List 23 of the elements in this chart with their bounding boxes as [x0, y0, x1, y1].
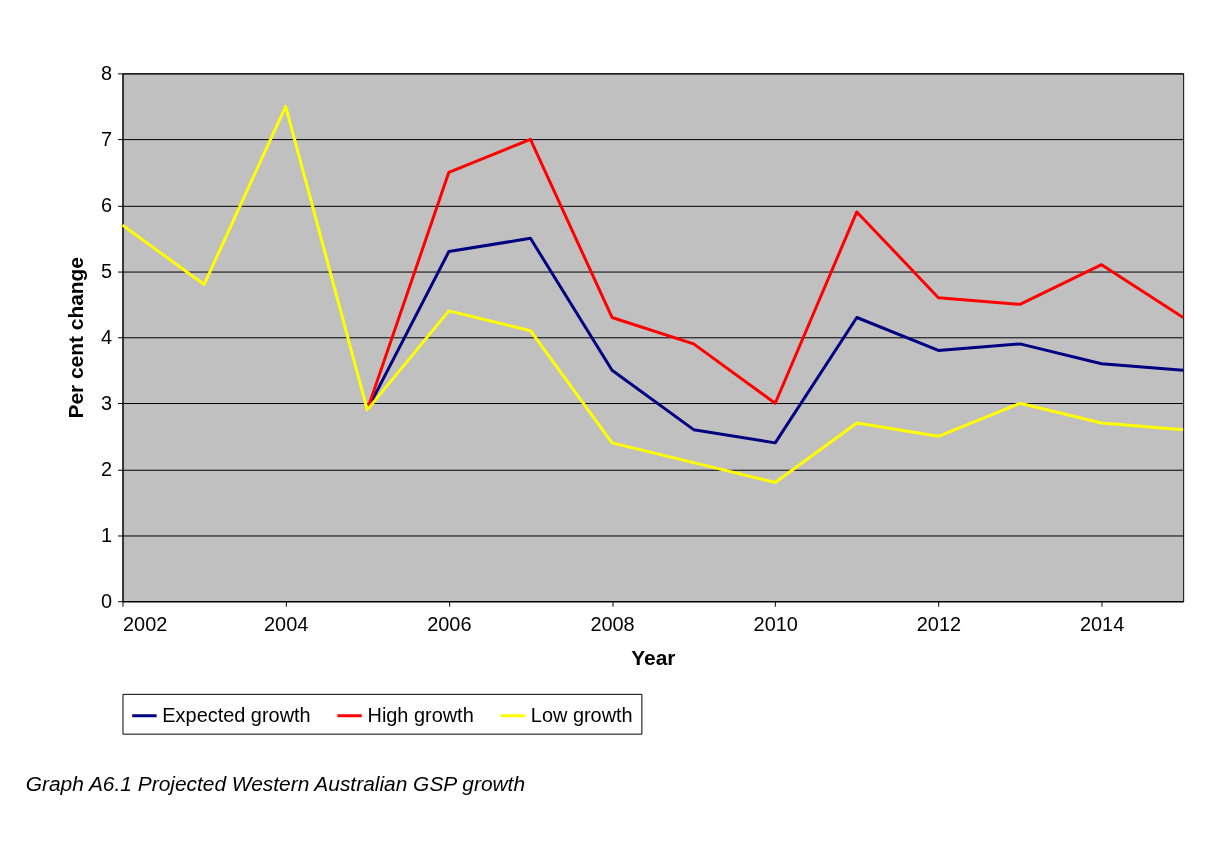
y-tick-label: 3 [100, 391, 113, 414]
y-tick-label: 2 [100, 457, 113, 480]
legend-label: High growth [367, 703, 474, 726]
y-tick-label: 1 [100, 523, 113, 546]
line-series [121, 104, 1185, 484]
y-tick-label: 6 [100, 193, 113, 216]
x-tick-label: 2004 [264, 612, 309, 635]
x-axis-title: Year [631, 646, 676, 670]
x-tick-label: 2006 [427, 612, 472, 635]
y-tick-label: 0 [100, 589, 113, 612]
text: Graph A6.1 Projected Western Australian GSP growth [25, 771, 526, 795]
y-tick-label: 5 [100, 259, 113, 282]
y-tick-label: 4 [100, 325, 113, 348]
y-tick-label: 7 [100, 127, 113, 150]
x-tick-label: 2012 [916, 612, 962, 635]
x-tick-label: 2014 [1079, 612, 1125, 635]
y-axis-title: Per cent change [64, 257, 88, 419]
x-tick-label: 2002 [123, 612, 168, 635]
x-tick-label: 2008 [590, 612, 635, 635]
y-tick-label: 8 [100, 61, 113, 84]
x-tick-label: 2010 [753, 612, 798, 635]
legend-label: Low growth [530, 703, 633, 726]
legend-label: Expected growth [162, 703, 311, 726]
